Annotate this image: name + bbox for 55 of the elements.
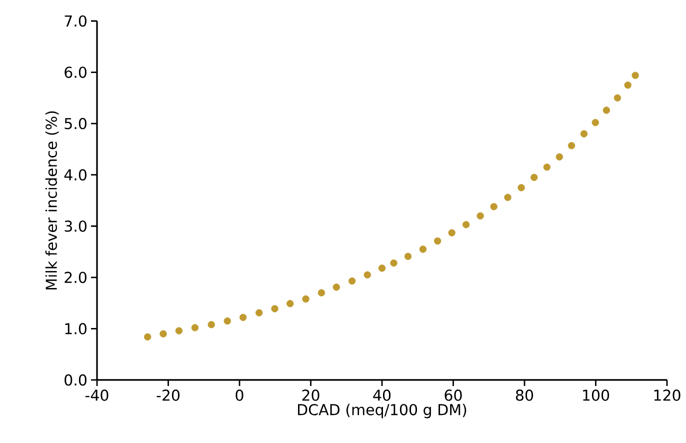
x-tick-label: 120 — [654, 390, 680, 401]
point — [404, 252, 412, 260]
point — [543, 164, 551, 171]
point — [224, 317, 231, 325]
point — [624, 82, 632, 89]
x-tick-label: -20 — [156, 390, 180, 401]
y-axis-title: Milk fever incidence (%) — [45, 111, 59, 290]
y-tick-label: 5.0 — [64, 118, 86, 130]
point — [592, 118, 599, 126]
point — [518, 184, 525, 192]
x-tick-label: 80 — [516, 390, 534, 401]
point — [476, 212, 484, 220]
point — [556, 153, 564, 160]
point — [530, 174, 538, 182]
point — [256, 309, 263, 316]
y-tick-label: 6.0 — [64, 66, 86, 78]
point — [239, 314, 247, 322]
point — [271, 305, 278, 312]
point — [348, 277, 356, 285]
y-tick-label: 4.0 — [64, 169, 86, 181]
point — [208, 321, 215, 328]
y-tick-label: 3.0 — [64, 220, 86, 232]
point — [302, 295, 310, 303]
x-tick-label: -40 — [85, 390, 108, 401]
point — [332, 284, 340, 291]
point — [144, 333, 152, 341]
point — [364, 271, 371, 278]
point — [632, 72, 639, 79]
point — [462, 220, 470, 228]
y-tick-label: 1.0 — [65, 323, 86, 334]
x-tick-label: 100 — [583, 390, 610, 401]
point — [580, 130, 588, 138]
y-tick-label: 2.0 — [64, 272, 86, 284]
x-tick-label: 60 — [444, 390, 462, 401]
point — [160, 330, 167, 338]
point — [378, 264, 386, 272]
point — [614, 94, 622, 102]
point — [504, 194, 512, 202]
y-tick-label: 0.0 — [64, 374, 86, 386]
point — [390, 259, 398, 267]
point — [568, 142, 576, 150]
point — [318, 289, 326, 296]
point — [602, 106, 610, 114]
y-tick-label: 7.0 — [64, 15, 86, 27]
point — [490, 203, 498, 210]
point — [434, 237, 442, 245]
x-tick-label: 40 — [373, 390, 391, 401]
point — [448, 229, 456, 236]
point — [191, 324, 199, 332]
point — [175, 327, 183, 334]
x-tick-label: 0 — [236, 390, 244, 401]
point — [419, 246, 427, 253]
x-tick-label: 20 — [302, 390, 320, 401]
x-axis-title: DCAD (meq/100 g DM) — [298, 404, 466, 418]
point — [286, 300, 294, 308]
